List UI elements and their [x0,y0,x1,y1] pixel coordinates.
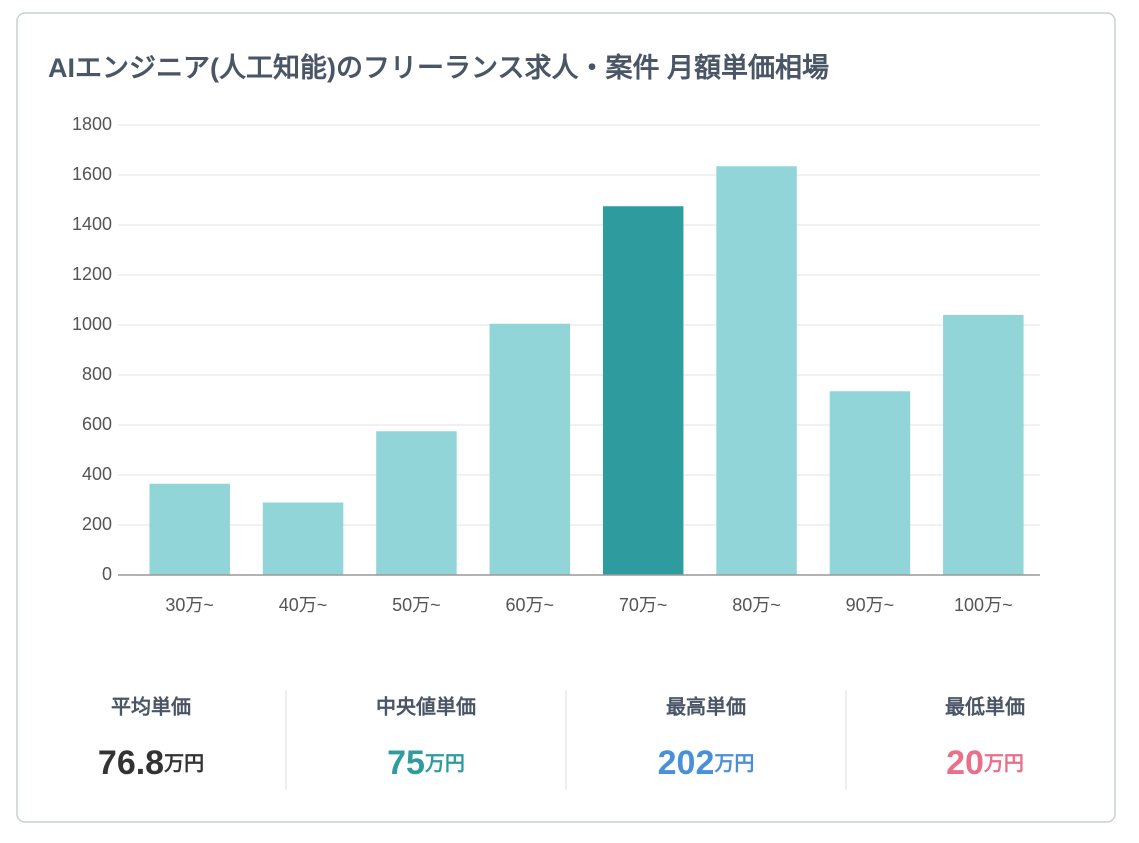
bar [262,502,344,575]
x-tick-label: 70万~ [619,595,668,615]
bar [943,315,1024,575]
x-tick-label: 90万~ [846,595,895,615]
stat-label: 最高単価 [666,694,746,718]
stat-unit: 万円 [713,753,754,775]
stat-label: 中央値単価 [376,694,476,718]
y-tick-label: 1600 [72,164,112,184]
y-tick-label: 800 [82,364,112,384]
x-tick-label: 30万~ [165,595,214,615]
bar [716,166,797,575]
stat-unit: 万円 [983,753,1024,775]
stat-number: 20 [946,744,984,782]
bar [489,323,571,575]
y-tick-label: 1200 [72,264,112,284]
x-tick-label: 100万~ [954,595,1013,615]
chart-title: AIエンジニア(人工知能)のフリーランス求人・案件 月額単価相場 [48,52,829,83]
y-tick-label: 0 [102,564,112,584]
stat-unit: 万円 [424,753,465,775]
stat-value: 202万円 [658,744,755,782]
bar [829,391,911,575]
y-tick-label: 200 [82,514,112,534]
x-tick-label: 60万~ [506,595,555,615]
y-tick-label: 1000 [72,314,112,334]
stat-label: 平均単価 [111,694,191,718]
x-tick-label: 80万~ [732,595,781,615]
stat-number: 202 [658,744,715,782]
bar [602,206,684,575]
stat-number: 76.8 [98,744,164,782]
y-tick-label: 1800 [72,114,112,134]
stat-number: 75 [387,744,425,782]
stat-value: 75万円 [387,744,465,782]
y-tick-label: 1400 [72,214,112,234]
stat-label: 最低単価 [945,694,1025,718]
x-tick-label: 50万~ [392,595,441,615]
stat-value: 20万円 [946,744,1024,782]
bar [376,431,457,575]
stat-value: 76.8万円 [98,744,204,782]
stat-unit: 万円 [163,753,204,775]
bar [149,483,230,575]
x-tick-label: 40万~ [279,595,328,615]
y-tick-label: 600 [82,414,112,434]
y-tick-label: 400 [82,464,112,484]
